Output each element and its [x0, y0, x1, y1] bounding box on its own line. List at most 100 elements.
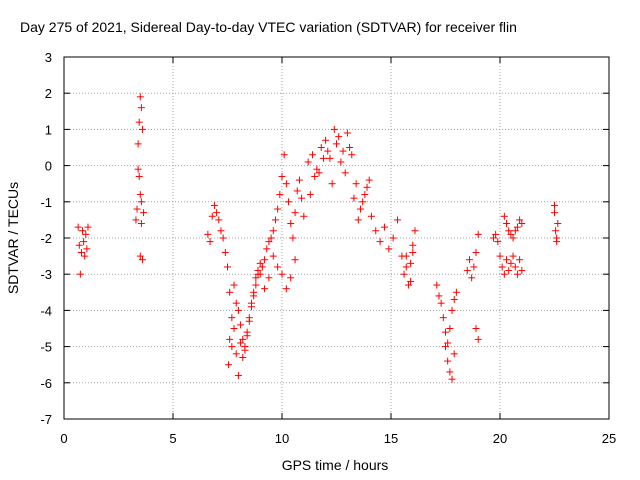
- y-tick-label: -2: [40, 231, 52, 246]
- data-point: [75, 241, 83, 249]
- data-point: [400, 270, 408, 278]
- data-point: [228, 343, 236, 351]
- data-point: [210, 201, 218, 209]
- data-point: [394, 216, 402, 224]
- data-point: [300, 212, 308, 220]
- data-point: [256, 259, 264, 267]
- data-point: [489, 234, 497, 242]
- data-point: [243, 332, 251, 340]
- data-point: [269, 252, 277, 260]
- data-point: [509, 252, 517, 260]
- data-point: [276, 191, 284, 199]
- data-point: [287, 274, 295, 282]
- data-point: [380, 223, 388, 231]
- x-tick-label: 10: [275, 431, 289, 446]
- data-point: [518, 220, 526, 228]
- data-point: [289, 234, 297, 242]
- y-tick-label: -5: [40, 340, 52, 355]
- data-point: [343, 129, 351, 137]
- data-point: [322, 136, 330, 144]
- data-point: [505, 267, 513, 275]
- y-tick-label: -1: [40, 195, 52, 210]
- data-point: [285, 198, 293, 206]
- data-point: [407, 259, 415, 267]
- data-point: [287, 220, 295, 228]
- data-point: [444, 339, 452, 347]
- data-point: [265, 274, 273, 282]
- data-point: [206, 238, 214, 246]
- data-point: [465, 256, 473, 264]
- data-point: [232, 350, 240, 358]
- data-point: [241, 343, 249, 351]
- y-tick-label: -6: [40, 376, 52, 391]
- data-point: [389, 234, 397, 242]
- data-point: [513, 270, 521, 278]
- data-point: [448, 375, 456, 383]
- data-point: [409, 241, 417, 249]
- data-point: [404, 281, 412, 289]
- data-point: [136, 191, 144, 199]
- data-point: [208, 212, 216, 220]
- data-point: [234, 306, 242, 314]
- x-tick-label: 20: [493, 431, 507, 446]
- data-point: [450, 296, 458, 304]
- data-point: [247, 303, 255, 311]
- data-point: [83, 245, 91, 253]
- data-point: [271, 216, 279, 224]
- data-point: [444, 357, 452, 365]
- data-point: [319, 154, 327, 162]
- data-point: [346, 144, 354, 151]
- data-point: [450, 350, 458, 358]
- data-point: [365, 176, 373, 184]
- chart-title: Day 275 of 2021, Sidereal Day-to-day VTE…: [20, 19, 517, 35]
- data-point: [352, 180, 360, 188]
- data-point: [442, 328, 449, 336]
- data-point: [254, 270, 262, 278]
- data-point: [503, 256, 511, 264]
- data-point: [359, 198, 367, 206]
- y-tick-label: 3: [45, 50, 52, 65]
- data-points: [74, 93, 562, 383]
- data-point: [500, 270, 508, 278]
- data-point: [511, 263, 519, 271]
- data-point: [267, 234, 275, 242]
- data-point: [213, 209, 221, 217]
- data-point: [446, 368, 454, 376]
- data-point: [509, 234, 517, 242]
- data-point: [348, 151, 356, 159]
- data-point: [339, 147, 347, 155]
- x-axis-label: GPS time / hours: [282, 457, 389, 473]
- data-point: [361, 191, 369, 199]
- data-point: [551, 201, 558, 209]
- data-point: [306, 191, 314, 199]
- data-point: [554, 220, 562, 228]
- data-point: [282, 285, 290, 293]
- data-point: [498, 263, 506, 271]
- data-point: [311, 172, 319, 180]
- data-point: [250, 292, 258, 300]
- data-point: [468, 274, 476, 282]
- data-point: [492, 230, 500, 238]
- y-tick-label: -3: [40, 267, 52, 282]
- data-point: [239, 353, 247, 361]
- data-point: [402, 252, 410, 260]
- data-point: [265, 238, 273, 246]
- data-point: [437, 299, 445, 307]
- data-point: [224, 263, 231, 271]
- data-point: [315, 169, 323, 177]
- data-point: [80, 238, 88, 246]
- data-point: [252, 281, 260, 289]
- data-point: [74, 223, 82, 231]
- data-point: [500, 212, 508, 220]
- data-point: [551, 209, 558, 217]
- data-point: [133, 205, 141, 213]
- data-point: [474, 230, 482, 238]
- data-point: [337, 158, 345, 166]
- data-point: [79, 227, 87, 235]
- data-point: [237, 339, 245, 347]
- data-point: [452, 288, 460, 296]
- data-point: [470, 263, 478, 271]
- data-point: [135, 118, 143, 126]
- data-point: [553, 238, 561, 246]
